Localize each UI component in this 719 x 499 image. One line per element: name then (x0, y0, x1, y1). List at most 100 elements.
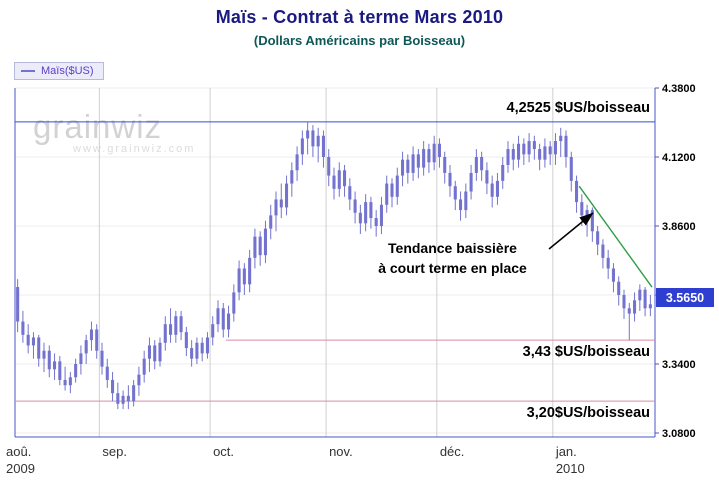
candle-body (253, 236, 257, 258)
candle-body (643, 289, 647, 309)
candle-body (469, 172, 473, 192)
candle-body (285, 183, 289, 208)
candle-body (84, 340, 88, 354)
candle-body (290, 170, 294, 184)
candle-body (648, 304, 652, 309)
candle-body (348, 186, 352, 200)
bearish-trendline (578, 185, 653, 288)
candle-body (522, 143, 526, 155)
x-axis-month-label: nov. (329, 444, 353, 459)
chart-subtitle: (Dollars Américains par Boisseau) (253, 33, 466, 48)
candle-body (332, 175, 336, 189)
candle-body (432, 143, 436, 163)
candle-body (105, 366, 109, 380)
x-axis-month-label: déc. (440, 444, 465, 459)
candle-body (16, 287, 20, 322)
x-axis-year-label: 2009 (6, 461, 35, 476)
candle-body (274, 199, 278, 216)
candle-body (126, 395, 130, 402)
candle-body (279, 199, 283, 208)
candle-body (364, 202, 368, 224)
candle-body (627, 308, 631, 314)
candle-body (47, 350, 51, 370)
candle-body (306, 130, 310, 139)
candle-body (179, 316, 183, 333)
candle-body (26, 334, 30, 346)
x-axis-month-label: aoû. (6, 444, 31, 459)
watermark-url: www.grainwiz.com (73, 143, 196, 155)
candle-body (638, 289, 642, 301)
candle-body (601, 244, 605, 258)
candle-body (459, 199, 463, 211)
candle-body (564, 135, 568, 157)
candle-body (300, 138, 304, 155)
candle-body (169, 324, 173, 335)
candle-body (617, 281, 621, 295)
candle-body (248, 257, 252, 285)
candle-body (369, 202, 373, 219)
candle-body (611, 268, 615, 282)
x-axis-year-label: 2010 (556, 461, 585, 476)
candle-body (437, 143, 441, 157)
candle-body (190, 348, 194, 359)
candle-body (147, 345, 151, 359)
candle-body (358, 212, 362, 224)
y-axis-label: 3.0800 (662, 428, 696, 440)
candle-body (53, 361, 57, 370)
candle-body (585, 210, 589, 216)
candle-body (553, 141, 557, 155)
candle-body (517, 143, 521, 160)
candle-body (68, 377, 72, 386)
candle-body (401, 159, 405, 176)
x-axis-labels: aoû. 2009 sep. oct. nov. déc. jan. 2010 (6, 444, 585, 476)
candle-body (606, 257, 610, 269)
candle-body (411, 154, 415, 173)
candle-body (548, 146, 552, 155)
candle-body (221, 308, 225, 330)
candle-body (511, 149, 515, 160)
candle-body (153, 345, 157, 362)
candle-body (337, 170, 341, 189)
x-axis-month-label: jan. (555, 444, 577, 459)
legend: Maïs($US) (14, 62, 104, 80)
candle-body (453, 186, 457, 200)
candle-body (427, 149, 431, 163)
candle-body (480, 157, 484, 171)
candle-body (379, 204, 383, 226)
candle-body (174, 316, 178, 335)
candle-body (227, 313, 231, 330)
candle-body (79, 353, 83, 364)
legend-label: Maïs($US) (41, 65, 94, 77)
candle-body (580, 202, 584, 216)
candle-body (242, 268, 246, 285)
candle-body (89, 329, 93, 341)
last-price-badge: 3.5650 (656, 288, 714, 308)
candle-body (543, 146, 547, 160)
candle-body (111, 379, 115, 394)
candles-layer (16, 122, 652, 410)
candle-body (195, 342, 199, 359)
support1-price-label: 3,43 $US/boisseau (522, 344, 650, 361)
candle-body (184, 332, 188, 349)
candle-body (37, 337, 41, 359)
candle-body (237, 268, 241, 293)
candle-body (100, 350, 104, 367)
trend-annotation-line2: à court terme en place (378, 260, 527, 276)
candle-body (490, 183, 494, 197)
trend-annotation: Tendance baissière à court terme en plac… (350, 238, 555, 278)
candle-body (158, 342, 162, 362)
candle-body (633, 300, 637, 314)
support2-price-label: 3,20$US/boisseau (526, 405, 650, 422)
candle-body (42, 350, 46, 359)
watermark-logo: grainwiz www.grainwiz.com (33, 108, 195, 155)
resistance-price-label: 4,2525 $US/boisseau (506, 99, 650, 116)
candle-body (216, 308, 220, 325)
candle-body (559, 135, 563, 142)
candle-body (485, 170, 489, 184)
candle-body (395, 175, 399, 197)
candle-body (58, 361, 62, 380)
chart-title: Maïs - Contrat à terme Mars 2010 (215, 7, 504, 27)
y-axis-label: 4.3800 (662, 83, 696, 95)
